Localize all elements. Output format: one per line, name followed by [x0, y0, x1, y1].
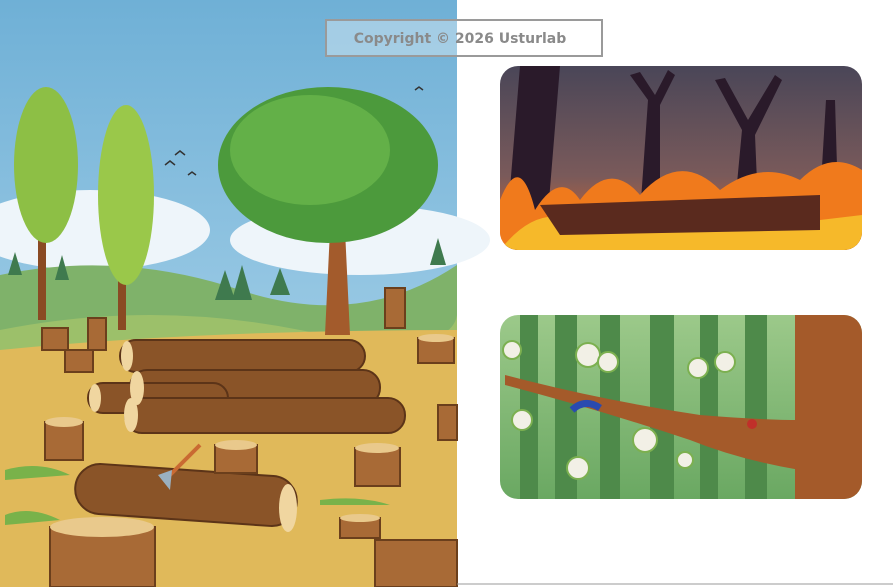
watermark: Copyright © 2026 Usturlab — [354, 31, 567, 47]
forest-fire-illustration — [500, 66, 862, 250]
forest-branch-illustration — [500, 315, 862, 499]
deforestation-illustration — [0, 0, 490, 587]
page: Copyright © 2026 Usturlab — [0, 0, 893, 587]
